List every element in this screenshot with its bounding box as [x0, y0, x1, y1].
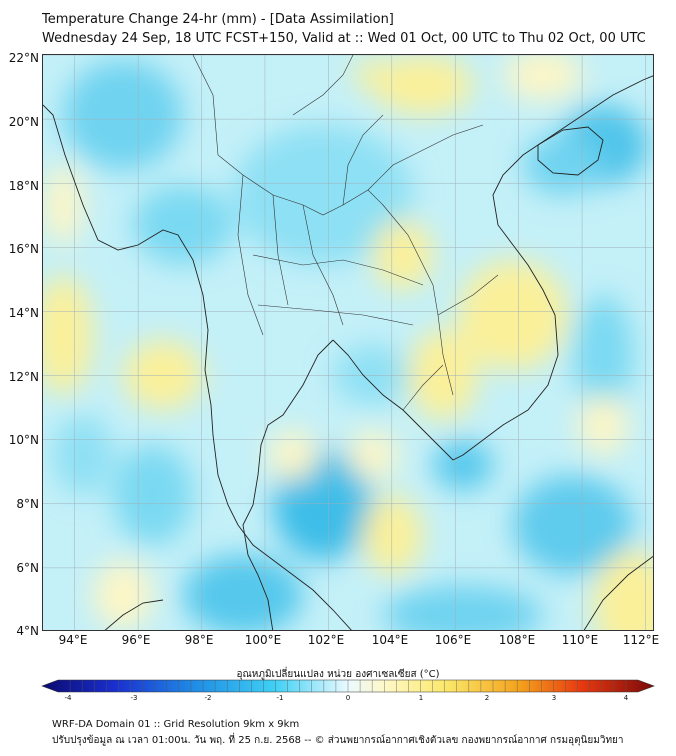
colorbar-tick-label: -2 [204, 694, 212, 702]
colorbar-tick-label: -3 [130, 694, 138, 702]
lat-label: 22°N [8, 51, 39, 65]
lat-label: 8°N [16, 497, 39, 511]
temperature-field [43, 55, 653, 630]
temperature-change-map [43, 55, 653, 630]
colorbar-tick-label: -1 [276, 694, 284, 702]
lon-label: 100°E [244, 633, 282, 647]
colorbar-tick-label: 1 [418, 694, 424, 702]
lon-label: 108°E [498, 633, 536, 647]
footer-credit: ปรับปรุงข้อมูล ณ เวลา 01:00น. วัน พฤ. ที… [52, 735, 624, 746]
lon-label: 104°E [371, 633, 409, 647]
colorbar-tick-label: 3 [551, 694, 557, 702]
colorbar [41, 679, 655, 693]
lon-label: 96°E [121, 633, 151, 647]
colorbar-segment-lines [69, 680, 627, 692]
lat-label: 10°N [8, 433, 39, 447]
footer-model-info: WRF-DA Domain 01 :: Grid Resolution 9km … [52, 719, 300, 730]
colorbar-tick-label: 2 [484, 694, 490, 702]
lon-label: 110°E [561, 633, 599, 647]
lon-label: 106°E [434, 633, 472, 647]
map-frame [42, 54, 654, 631]
lat-label: 6°N [16, 561, 39, 575]
colorbar-title: อุณหภูมิเปลี่ยนแปลง หน่วย องศาเซลเซียส (… [236, 669, 440, 680]
lon-label: 98°E [184, 633, 214, 647]
colorbar-tick-label: 4 [623, 694, 629, 702]
lon-label: 94°E [58, 633, 88, 647]
map-title: Temperature Change 24-hr (mm) - [Data As… [42, 12, 394, 27]
admin-borders [192, 55, 499, 411]
lat-label: 12°N [8, 370, 39, 384]
lon-label: 112°E [622, 633, 660, 647]
lat-label: 4°N [16, 624, 39, 638]
lat-label: 16°N [8, 242, 39, 256]
colorbar-tick-label: 0 [345, 694, 351, 702]
lat-label: 14°N [8, 306, 39, 320]
colorbar-tick-label: -4 [64, 694, 72, 702]
coastlines [43, 75, 653, 630]
map-subtitle: Wednesday 24 Sep, 18 UTC FCST+150, Valid… [42, 31, 646, 46]
lat-label: 20°N [8, 115, 39, 129]
lat-label: 18°N [8, 179, 39, 193]
lon-label: 102°E [307, 633, 345, 647]
